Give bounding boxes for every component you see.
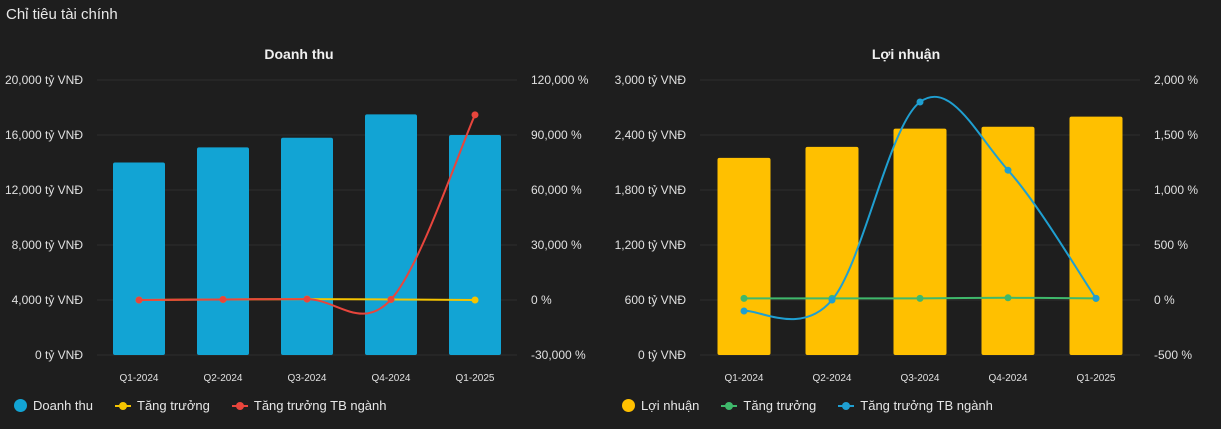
y-right-tick-label: 0 % xyxy=(1154,293,1175,307)
series-point-1 xyxy=(1004,166,1012,174)
series-point-1 xyxy=(135,296,143,304)
y-left-tick-label: 0 tỷ VNĐ xyxy=(35,348,83,362)
series-point-1 xyxy=(303,295,311,303)
legend-label: Tăng trưởng xyxy=(743,398,817,413)
legend-label: Tăng trưởng TB ngành xyxy=(253,398,387,413)
profit-chart: Lợi nhuận 0 tỷ VNĐ 600 tỷ VNĐ 1,200 tỷ VNĐ 1… xyxy=(615,46,1199,384)
legend-dot-icon xyxy=(14,399,27,412)
bar-q2-2024 xyxy=(805,146,859,355)
y-left-tick-label: 12,000 tỷ VNĐ xyxy=(5,183,83,197)
legend-label: Lợi nhuận xyxy=(641,398,700,413)
x-tick-label: Q4-2024 xyxy=(989,373,1028,384)
x-tick-label: Q1-2024 xyxy=(725,373,764,384)
y-right-tick-label: 1,500 % xyxy=(1154,128,1198,142)
x-tick-label: Q3-2024 xyxy=(901,373,940,384)
x-tick-label: Q2-2024 xyxy=(204,373,243,384)
y-left-tick-label: 8,000 tỷ VNĐ xyxy=(12,238,84,252)
legend-line-icon xyxy=(838,401,855,410)
series-point-1 xyxy=(916,98,924,106)
series-point-1 xyxy=(387,295,395,303)
legend-item-growth[interactable]: Tăng trưởng xyxy=(721,398,816,413)
bar-q1-2025 xyxy=(1069,116,1123,356)
series-line-1 xyxy=(138,114,476,315)
x-tick-label: Q4-2024 xyxy=(372,373,411,384)
y-left-tick-label: 3,000 tỷ VNĐ xyxy=(615,73,687,87)
x-tick-label: Q2-2024 xyxy=(813,373,852,384)
y-right-tick-label: 120,000 % xyxy=(531,73,589,87)
series-point-0 xyxy=(740,294,748,302)
y-left-tick-label: 20,000 tỷ VNĐ xyxy=(5,73,83,87)
y-left-tick-label: 600 tỷ VNĐ xyxy=(625,293,687,307)
legend-dot-icon xyxy=(622,399,635,412)
y-left-tick-label: 2,400 tỷ VNĐ xyxy=(615,128,687,142)
bar-q4-2024 xyxy=(981,126,1035,355)
series-point-1 xyxy=(828,296,836,304)
series-point-1 xyxy=(740,307,748,315)
legend-line-icon xyxy=(231,401,248,410)
bar-q1-2024 xyxy=(717,157,771,355)
y-right-tick-label: 60,000 % xyxy=(531,183,582,197)
page-title: Chỉ tiêu tài chính xyxy=(6,6,118,23)
legend-item-industry-growth[interactable]: Tăng trưởng TB ngành xyxy=(231,398,387,413)
y-left-tick-label: 16,000 tỷ VNĐ xyxy=(5,128,83,142)
y-right-tick-label: 0 % xyxy=(531,293,552,307)
bar-q4-2024 xyxy=(365,114,417,355)
y-right-tick-label: 1,000 % xyxy=(1154,183,1198,197)
legend-label: Doanh thu xyxy=(33,398,93,413)
legend-item-growth[interactable]: Tăng trưởng xyxy=(115,398,210,413)
x-tick-label: Q3-2024 xyxy=(288,373,327,384)
series-point-0 xyxy=(1004,294,1012,302)
legend-line-icon xyxy=(115,401,131,410)
y-left-tick-label: 1,200 tỷ VNĐ xyxy=(615,238,687,252)
bar-q3-2024 xyxy=(893,128,947,355)
y-right-tick-label: -500 % xyxy=(1154,348,1192,362)
x-tick-label: Q1-2024 xyxy=(120,373,159,384)
series-point-0 xyxy=(471,296,479,304)
bar-q1-2024 xyxy=(113,162,165,355)
x-tick-label: Q1-2025 xyxy=(1077,373,1116,384)
revenue-chart: Doanh thu 0 tỷ VNĐ 4,000 tỷ VNĐ 8,000 tỷ VN… xyxy=(5,46,589,384)
bar-q2-2024 xyxy=(197,147,249,355)
legend-label: Tăng trưởng xyxy=(137,398,210,413)
bar-q1-2025 xyxy=(449,135,501,355)
y-left-tick-label: 1,800 tỷ VNĐ xyxy=(615,183,687,197)
y-right-tick-label: 30,000 % xyxy=(531,238,582,252)
profit-legend: Lợi nhuận Tăng trưởng Tăng trưởng TB ngà… xyxy=(622,398,993,413)
chart-title: Lợi nhuận xyxy=(872,46,940,62)
revenue-legend: Doanh thu Tăng trưởng Tăng trưởng TB ngà… xyxy=(14,398,387,413)
series-point-1 xyxy=(219,295,227,303)
y-right-tick-label: 90,000 % xyxy=(531,128,582,142)
legend-item-industry-growth[interactable]: Tăng trưởng TB ngành xyxy=(838,398,993,413)
legend-label: Tăng trưởng TB ngành xyxy=(860,398,993,413)
series-point-1 xyxy=(471,111,479,119)
y-left-tick-label: 0 tỷ VNĐ xyxy=(638,348,686,362)
y-right-tick-label: 2,000 % xyxy=(1154,73,1198,87)
y-right-tick-label: -30,000 % xyxy=(531,348,586,362)
bar-q3-2024 xyxy=(281,137,333,355)
series-point-0 xyxy=(916,294,924,302)
y-right-tick-label: 500 % xyxy=(1154,238,1188,252)
legend-item-profit[interactable]: Lợi nhuận xyxy=(622,398,699,413)
chart-title: Doanh thu xyxy=(264,46,333,62)
legend-line-icon xyxy=(721,401,738,410)
legend-item-revenue[interactable]: Doanh thu xyxy=(14,398,93,413)
x-tick-label: Q1-2025 xyxy=(456,373,495,384)
series-point-1 xyxy=(1092,294,1100,302)
y-left-tick-label: 4,000 tỷ VNĐ xyxy=(12,293,84,307)
